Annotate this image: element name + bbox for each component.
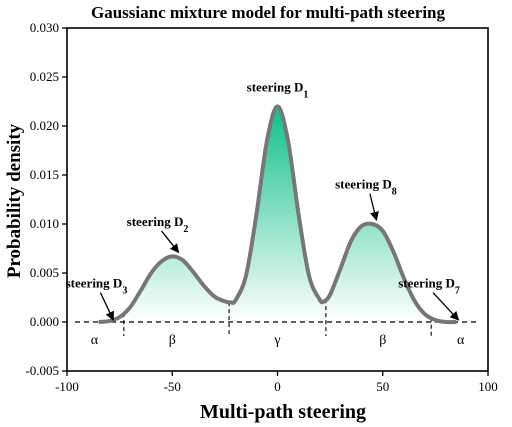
y-axis-title: Probability density	[4, 123, 25, 278]
y-tick-label-7: 0.030	[30, 20, 59, 35]
y-tick-label-2: 0.005	[30, 265, 59, 280]
density-curve	[98, 104, 457, 325]
region-label-3: γ	[273, 333, 280, 348]
annotation-d7: steering D7	[398, 276, 460, 297]
x-tick-label--100: -100	[55, 379, 79, 394]
annotation-arrow-d7	[432, 292, 460, 321]
annotation-d8: steering D8	[335, 177, 397, 198]
region-label-4: β	[379, 333, 386, 348]
x-tick-label-50: 50	[376, 379, 389, 394]
annotation-d2: steering D2	[127, 214, 189, 235]
x-tick-label-100: 100	[478, 379, 498, 394]
y-tick-label-6: 0.025	[30, 69, 59, 84]
chart-title: Gaussianc mixture model for multi-path s…	[91, 3, 445, 22]
x-tick-label-0: 0	[274, 379, 281, 394]
annotation-d3: steering D3	[66, 276, 128, 297]
y-tick-label-3: 0.010	[30, 216, 59, 231]
x-axis-title: Multi-path steering	[200, 401, 366, 423]
y-tick-label-4: 0.015	[30, 167, 59, 182]
region-label-1: α	[91, 333, 99, 348]
y-tick-label-1: 0.000	[30, 314, 59, 329]
y-tick-label-5: 0.020	[30, 118, 59, 133]
y-tick-label-0: -0.005	[25, 363, 59, 378]
annotation-arrow-d3	[99, 292, 114, 321]
annotation-arrow-d2	[161, 230, 180, 254]
region-label-5: α	[457, 333, 465, 348]
annotation-d1: steering D1	[247, 80, 309, 101]
annotation-arrow-d8	[369, 193, 379, 221]
region-label-2: β	[169, 333, 176, 348]
x-tick-label--50: -50	[164, 379, 181, 394]
